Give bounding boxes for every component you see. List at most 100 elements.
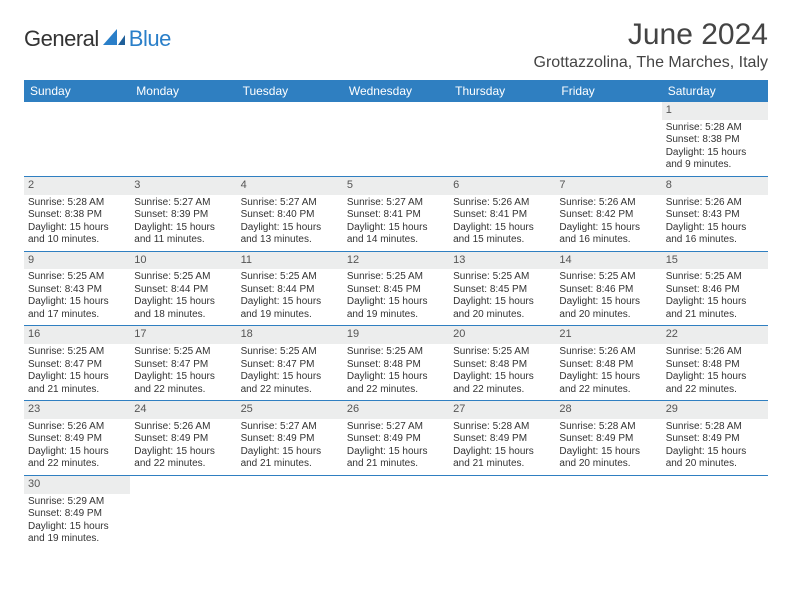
day-day2: and 20 minutes. (559, 458, 657, 471)
day-day2: and 9 minutes. (666, 159, 764, 172)
day-sunset: Sunset: 8:48 PM (559, 359, 657, 372)
calendar-day-cell: 28Sunrise: 5:28 AMSunset: 8:49 PMDayligh… (555, 401, 661, 476)
calendar-day-cell (130, 102, 236, 176)
calendar-day-cell (449, 475, 555, 549)
day-day1: Daylight: 15 hours (559, 296, 657, 309)
calendar-day-cell: 10Sunrise: 5:25 AMSunset: 8:44 PMDayligh… (130, 251, 236, 326)
day-day1: Daylight: 15 hours (134, 371, 232, 384)
day-number: 6 (449, 177, 555, 195)
calendar-day-cell: 8Sunrise: 5:26 AMSunset: 8:43 PMDaylight… (662, 176, 768, 251)
day-day1: Daylight: 15 hours (559, 222, 657, 235)
weekday-header: Friday (555, 80, 661, 102)
calendar-day-cell: 9Sunrise: 5:25 AMSunset: 8:43 PMDaylight… (24, 251, 130, 326)
day-day2: and 19 minutes. (28, 533, 126, 546)
weekday-header: Sunday (24, 80, 130, 102)
day-day2: and 19 minutes. (347, 309, 445, 322)
day-sunrise: Sunrise: 5:25 AM (559, 271, 657, 284)
day-day2: and 22 minutes. (666, 384, 764, 397)
day-day2: and 22 minutes. (134, 384, 232, 397)
day-sunrise: Sunrise: 5:26 AM (666, 197, 764, 210)
calendar-day-cell: 4Sunrise: 5:27 AMSunset: 8:40 PMDaylight… (237, 176, 343, 251)
day-day2: and 14 minutes. (347, 234, 445, 247)
day-number: 20 (449, 326, 555, 344)
day-number: 25 (237, 401, 343, 419)
day-sunset: Sunset: 8:42 PM (559, 209, 657, 222)
day-day2: and 20 minutes. (559, 309, 657, 322)
calendar-day-cell (237, 475, 343, 549)
month-title: June 2024 (534, 18, 768, 52)
calendar-day-cell: 22Sunrise: 5:26 AMSunset: 8:48 PMDayligh… (662, 326, 768, 401)
day-day2: and 11 minutes. (134, 234, 232, 247)
day-number: 3 (130, 177, 236, 195)
calendar-day-cell: 3Sunrise: 5:27 AMSunset: 8:39 PMDaylight… (130, 176, 236, 251)
calendar-day-cell (449, 102, 555, 176)
day-sunrise: Sunrise: 5:27 AM (134, 197, 232, 210)
day-number: 12 (343, 252, 449, 270)
day-number: 10 (130, 252, 236, 270)
calendar-day-cell (662, 475, 768, 549)
day-day2: and 21 minutes. (28, 384, 126, 397)
day-number: 9 (24, 252, 130, 270)
day-day2: and 22 minutes. (347, 384, 445, 397)
day-day1: Daylight: 15 hours (28, 521, 126, 534)
calendar-day-cell (24, 102, 130, 176)
day-number: 22 (662, 326, 768, 344)
day-sunrise: Sunrise: 5:25 AM (241, 346, 339, 359)
calendar-day-cell: 16Sunrise: 5:25 AMSunset: 8:47 PMDayligh… (24, 326, 130, 401)
day-day2: and 20 minutes. (666, 458, 764, 471)
calendar-day-cell: 7 Sunrise: 5:26 AMSunset: 8:42 PMDaylight… (555, 176, 661, 251)
day-day1: Daylight: 15 hours (28, 446, 126, 459)
day-day2: and 21 minutes. (241, 458, 339, 471)
day-day1: Daylight: 15 hours (666, 147, 764, 160)
day-sunset: Sunset: 8:48 PM (453, 359, 551, 372)
day-day2: and 22 minutes. (453, 384, 551, 397)
day-number: 17 (130, 326, 236, 344)
day-sunset: Sunset: 8:43 PM (666, 209, 764, 222)
day-day1: Daylight: 15 hours (241, 371, 339, 384)
day-day2: and 18 minutes. (134, 309, 232, 322)
day-sunset: Sunset: 8:39 PM (134, 209, 232, 222)
day-day1: Daylight: 15 hours (347, 222, 445, 235)
day-number: 29 (662, 401, 768, 419)
day-day2: and 21 minutes. (453, 458, 551, 471)
day-sunrise: Sunrise: 5:27 AM (241, 421, 339, 434)
day-day2: and 21 minutes. (347, 458, 445, 471)
day-sunrise: Sunrise: 5:29 AM (28, 496, 126, 509)
day-sunrise: Sunrise: 5:25 AM (28, 271, 126, 284)
calendar-day-cell: 27Sunrise: 5:28 AMSunset: 8:49 PMDayligh… (449, 401, 555, 476)
calendar-day-cell: 26Sunrise: 5:27 AMSunset: 8:49 PMDayligh… (343, 401, 449, 476)
day-day2: and 19 minutes. (241, 309, 339, 322)
day-sunrise: Sunrise: 5:26 AM (134, 421, 232, 434)
calendar-day-cell: 11Sunrise: 5:25 AMSunset: 8:44 PMDayligh… (237, 251, 343, 326)
day-number: 1 (662, 102, 768, 120)
day-day1: Daylight: 15 hours (347, 371, 445, 384)
day-sunset: Sunset: 8:49 PM (559, 433, 657, 446)
calendar-day-cell: 2Sunrise: 5:28 AMSunset: 8:38 PMDaylight… (24, 176, 130, 251)
day-sunset: Sunset: 8:49 PM (241, 433, 339, 446)
calendar-day-cell: 23Sunrise: 5:26 AMSunset: 8:49 PMDayligh… (24, 401, 130, 476)
day-day2: and 10 minutes. (28, 234, 126, 247)
day-day1: Daylight: 15 hours (559, 446, 657, 459)
calendar-day-cell: 12Sunrise: 5:25 AMSunset: 8:45 PMDayligh… (343, 251, 449, 326)
day-sunrise: Sunrise: 5:25 AM (241, 271, 339, 284)
calendar-day-cell: 13Sunrise: 5:25 AMSunset: 8:45 PMDayligh… (449, 251, 555, 326)
day-number: 16 (24, 326, 130, 344)
logo-sail-icon (103, 27, 125, 52)
day-day1: Daylight: 15 hours (28, 296, 126, 309)
day-day1: Daylight: 15 hours (28, 222, 126, 235)
day-sunrise: Sunrise: 5:25 AM (28, 346, 126, 359)
calendar-day-cell (343, 102, 449, 176)
day-day1: Daylight: 15 hours (666, 371, 764, 384)
day-number: 7 (555, 177, 661, 195)
day-sunrise: Sunrise: 5:27 AM (241, 197, 339, 210)
day-day2: and 13 minutes. (241, 234, 339, 247)
calendar-day-cell: 15Sunrise: 5:25 AMSunset: 8:46 PMDayligh… (662, 251, 768, 326)
day-day2: and 15 minutes. (453, 234, 551, 247)
day-sunrise: Sunrise: 5:27 AM (347, 197, 445, 210)
day-day2: and 22 minutes. (241, 384, 339, 397)
day-sunset: Sunset: 8:44 PM (134, 284, 232, 297)
calendar-day-cell (555, 475, 661, 549)
day-sunrise: Sunrise: 5:26 AM (559, 197, 657, 210)
calendar-day-cell: 19Sunrise: 5:25 AMSunset: 8:48 PMDayligh… (343, 326, 449, 401)
day-number: 19 (343, 326, 449, 344)
